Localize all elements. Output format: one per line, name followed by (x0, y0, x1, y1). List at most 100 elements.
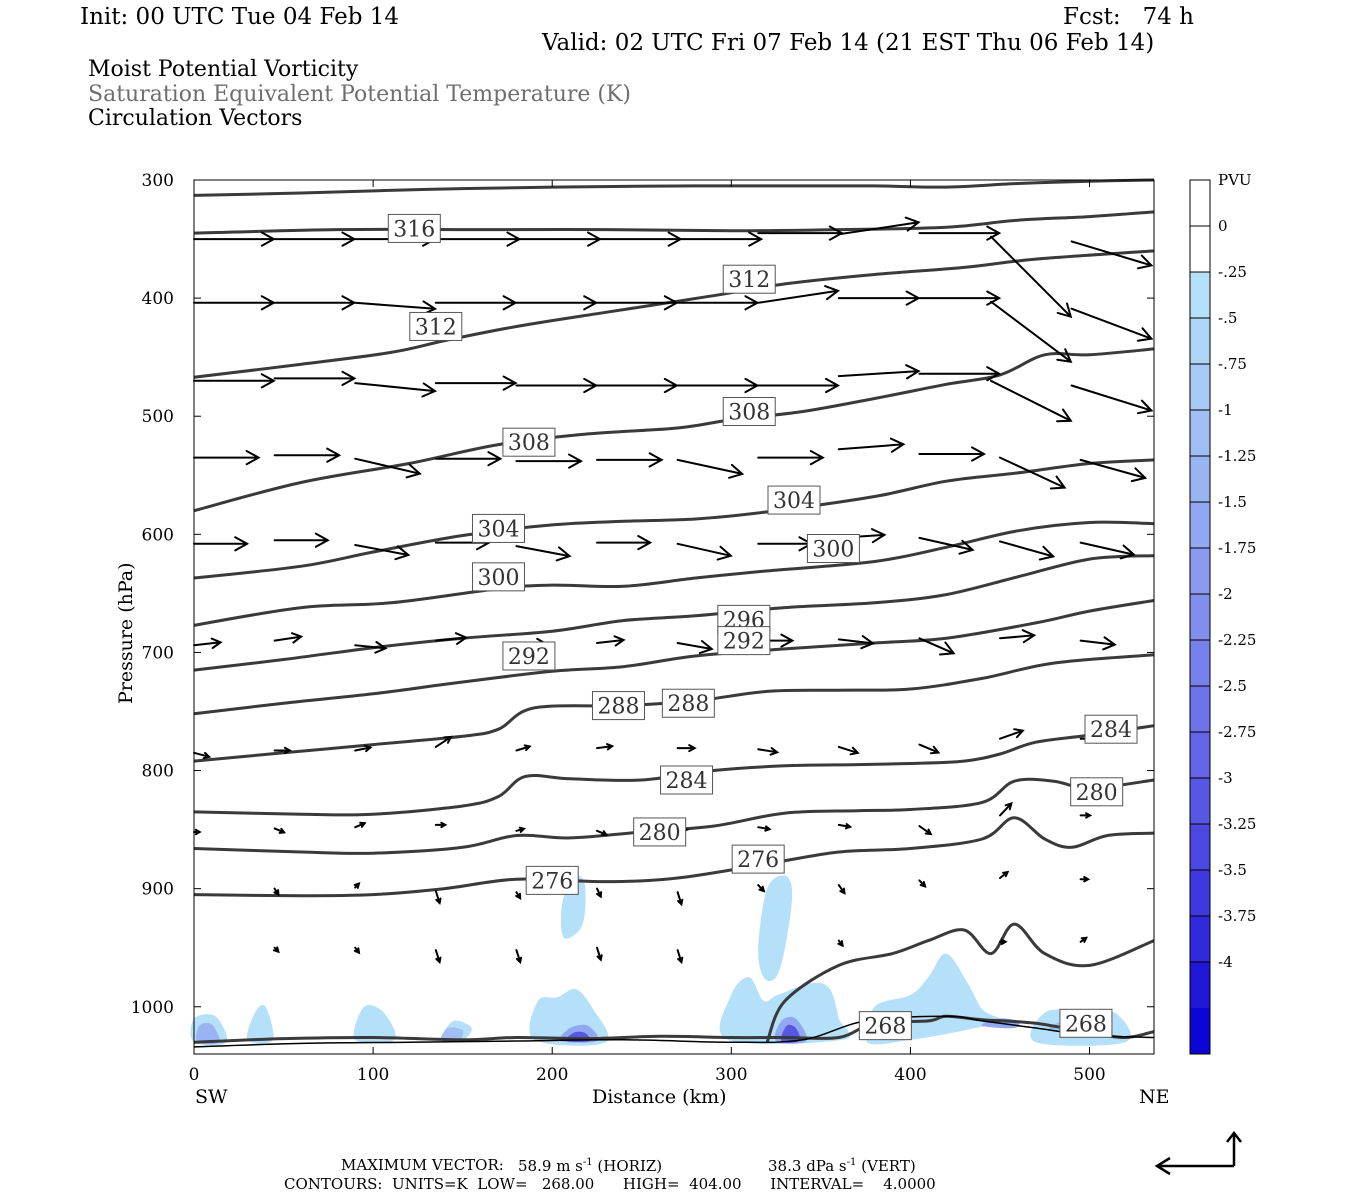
circulation-vector (837, 635, 876, 650)
contour-label-box (767, 485, 821, 515)
colorbar-swatch (1190, 180, 1210, 226)
circulation-vector (676, 458, 745, 479)
colorbar-swatch (1190, 686, 1210, 732)
circulation-vector (676, 949, 684, 965)
contour-label: 304 (767, 485, 821, 515)
circulation-vector (515, 891, 522, 900)
colorbar-swatch (1190, 594, 1210, 640)
circulation-vector (999, 629, 1037, 644)
circulation-vector (273, 295, 357, 311)
circulation-vector (515, 231, 603, 247)
contour-label: 312 (409, 311, 463, 341)
contour-label: 316 (387, 213, 441, 243)
circulation-vector (757, 884, 766, 893)
contour-label-text: 308 (508, 431, 550, 456)
circulation-vector (354, 382, 438, 398)
contour-label: 304 (471, 513, 525, 543)
contour-label: 268 (1059, 1008, 1113, 1038)
circulation-vector (273, 370, 357, 386)
circulation-vector (596, 946, 603, 962)
circulation-vector (434, 295, 518, 311)
circulation-vector (676, 891, 684, 907)
theta-es-contour (193, 210, 1155, 235)
circulation-vector (193, 828, 202, 836)
colorbar-swatch (1190, 272, 1210, 318)
circulation-vector (515, 377, 599, 394)
colorbar-label: -.25 (1218, 263, 1247, 281)
circulation-vector (676, 640, 714, 655)
title-mpv: Moist Potential Vorticity (88, 57, 359, 82)
circulation-vector (193, 637, 223, 649)
circulation-vector (354, 744, 373, 753)
theta-es-contour (193, 178, 1155, 197)
mpv-region (719, 977, 851, 1045)
colorbar-label: 0 (1218, 217, 1228, 235)
contour-label-box (502, 427, 556, 457)
reference-vector-icon (1154, 1130, 1242, 1176)
circulation-vector (837, 216, 921, 236)
circulation-vector (434, 632, 469, 645)
terrain-line (193, 1015, 1155, 1048)
circulation-vector (837, 823, 853, 830)
circulation-vector (273, 632, 304, 644)
circulation-vector (757, 536, 814, 552)
contour-label-box (525, 865, 579, 895)
theta-es-contour (193, 653, 1155, 763)
contour-label-text: 312 (728, 268, 770, 293)
circulation-vector (596, 377, 679, 394)
contour-label-text: 276 (737, 848, 779, 873)
contour-label-box (1070, 777, 1124, 807)
colorbar-swatch (1190, 824, 1210, 870)
colorbar-swatch (1190, 410, 1210, 456)
circulation-vector (676, 231, 764, 247)
contour-label-box (1084, 714, 1138, 744)
circulation-vector (918, 446, 987, 462)
circulation-vector (757, 747, 780, 756)
circulation-vector (1079, 636, 1117, 651)
circulation-vector (999, 456, 1067, 490)
x-axis-left-end-label: SW (195, 1086, 228, 1108)
circulation-vector (434, 451, 503, 467)
circulation-vector (273, 532, 330, 548)
y-tick-label: 1000 (131, 998, 174, 1018)
theta-es-contour (193, 347, 1155, 513)
colorbar-swatch (1190, 778, 1210, 824)
colorbar-label: -.75 (1218, 355, 1247, 373)
circulation-vector (596, 635, 626, 647)
plot-frame (193, 179, 1155, 1055)
circulation-vector (676, 542, 733, 561)
circulation-vector (596, 452, 664, 468)
circulation-vector (918, 536, 975, 555)
contour-label-text: 292 (723, 630, 765, 655)
contour-label: 292 (502, 641, 556, 671)
circulation-vector (273, 746, 292, 755)
contour-label-text: 312 (415, 315, 457, 340)
colorbar-swatch (1190, 364, 1210, 410)
circulation-vector (193, 751, 212, 760)
circulation-vector (918, 290, 1002, 306)
colorbar-swatch (1190, 1008, 1210, 1054)
colorbar-label: -4 (1218, 953, 1233, 971)
circulation-vector (193, 450, 261, 466)
circulation-vector (354, 457, 422, 479)
contour-label-box (633, 817, 687, 847)
circulation-vector (515, 949, 523, 965)
circulation-vector (1079, 812, 1093, 819)
circulation-vector (1079, 458, 1148, 483)
contour-label: 276 (525, 865, 579, 895)
circulation-vector (757, 377, 841, 394)
circulation-vector (354, 821, 367, 829)
x-tick-label: 100 (357, 1065, 389, 1085)
contour-label: 288 (591, 691, 645, 721)
contour-label-box (409, 311, 463, 341)
contour-label-box (661, 688, 715, 718)
y-tick-label: 900 (142, 880, 174, 900)
colorbar-label: -.5 (1218, 309, 1237, 327)
x-axis-title: Distance (km) (592, 1086, 727, 1108)
contour-label-text: 280 (1076, 781, 1118, 806)
theta-es-contour (193, 520, 1155, 627)
circulation-vector (757, 285, 841, 304)
x-tick-label: 400 (894, 1065, 926, 1085)
y-tick-label: 500 (142, 407, 174, 427)
